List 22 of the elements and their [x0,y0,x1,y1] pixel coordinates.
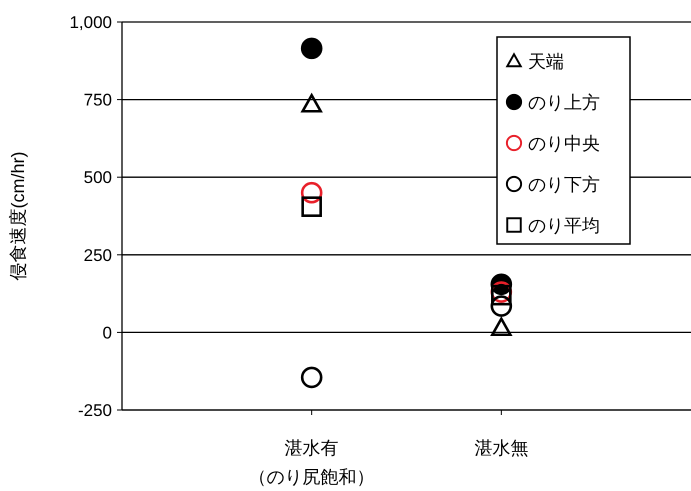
y-tick-label: 750 [84,90,112,110]
y-axis-title: 侵食速度(cm/hr) [8,152,28,280]
x-tick-label: 湛水無 [474,438,528,458]
point [491,317,512,336]
x-tick-label: 湛水有（のり尻飽和） [248,438,375,487]
legend-label: のり下方 [528,174,600,194]
legend-label: のり平均 [528,215,600,236]
point [300,366,322,388]
point [301,94,322,113]
point [300,182,322,204]
legend-label: のり上方 [528,92,600,112]
legend-label: 天端 [528,51,564,72]
y-tick-label: 500 [84,168,112,188]
y-tick-label: 1,000 [69,12,112,32]
point [300,38,322,60]
y-tick-label: 0 [102,323,112,342]
y-tick-label: 250 [84,246,112,265]
point [301,196,322,217]
point [491,284,512,306]
point [490,295,512,317]
legend-label: のり中央 [528,133,600,154]
y-tick-label: -250 [78,400,112,420]
